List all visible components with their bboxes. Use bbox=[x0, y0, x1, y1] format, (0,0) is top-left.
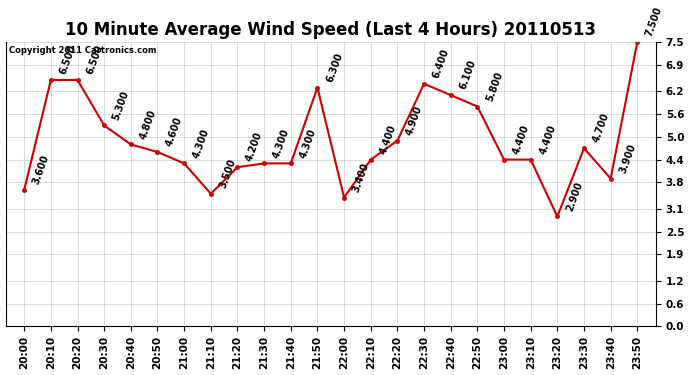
Text: 4.900: 4.900 bbox=[404, 104, 424, 136]
Text: 4.600: 4.600 bbox=[164, 116, 184, 148]
Text: 4.300: 4.300 bbox=[271, 127, 291, 159]
Text: 4.200: 4.200 bbox=[244, 131, 264, 163]
Text: 4.300: 4.300 bbox=[297, 127, 317, 159]
Text: 3.500: 3.500 bbox=[218, 157, 237, 190]
Text: 4.700: 4.700 bbox=[591, 112, 611, 144]
Text: 4.400: 4.400 bbox=[377, 123, 397, 155]
Text: 5.300: 5.300 bbox=[111, 89, 131, 121]
Text: 7.500: 7.500 bbox=[644, 6, 664, 38]
Text: 6.400: 6.400 bbox=[431, 47, 451, 80]
Text: 6.100: 6.100 bbox=[457, 58, 477, 91]
Text: 4.400: 4.400 bbox=[511, 123, 531, 155]
Text: 3.400: 3.400 bbox=[351, 161, 371, 194]
Text: 3.600: 3.600 bbox=[31, 153, 51, 186]
Text: 3.900: 3.900 bbox=[618, 142, 638, 174]
Text: 2.900: 2.900 bbox=[564, 180, 584, 212]
Text: 4.800: 4.800 bbox=[138, 108, 158, 140]
Text: 4.300: 4.300 bbox=[191, 127, 211, 159]
Text: 6.300: 6.300 bbox=[324, 51, 344, 83]
Text: Copyright 2011 Cartronics.com: Copyright 2011 Cartronics.com bbox=[9, 46, 157, 55]
Text: 5.800: 5.800 bbox=[484, 70, 504, 102]
Text: 6.500: 6.500 bbox=[84, 44, 104, 76]
Title: 10 Minute Average Wind Speed (Last 4 Hours) 20110513: 10 Minute Average Wind Speed (Last 4 Hou… bbox=[66, 21, 596, 39]
Text: 6.500: 6.500 bbox=[58, 44, 78, 76]
Text: 4.400: 4.400 bbox=[538, 123, 558, 155]
